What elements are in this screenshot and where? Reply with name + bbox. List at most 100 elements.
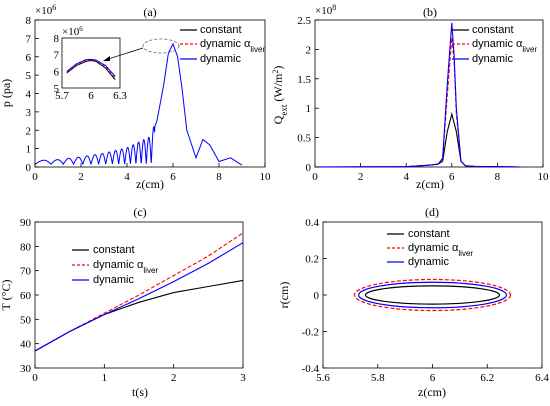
- x-tick-label: 5.8: [371, 372, 385, 384]
- panel-b: 0 2 4 6 8 10 0 0.5 1 1.5 2 2.5 ×108 (b) z(cm) Qext …: [271, 3, 550, 192]
- legend-d-dynamic-alpha: dynamic αliver: [408, 242, 473, 258]
- y-tick-label: 2.5: [297, 15, 311, 27]
- x-tick-label: 0: [32, 171, 38, 183]
- panel-a-legend: constant dynamic αliver dynamic: [180, 24, 265, 65]
- legend-c-constant: constant: [93, 244, 135, 256]
- y-tick-label: 1: [26, 144, 32, 156]
- y-tick-label: 40: [20, 339, 32, 351]
- legend-a-dynamic-alpha: dynamic αliver: [200, 38, 265, 54]
- x-tick-label: 3: [240, 372, 246, 384]
- panel-d-label: (d): [425, 205, 439, 219]
- y-tick-label: 70: [20, 266, 32, 278]
- y-tick-label: 2: [26, 125, 32, 137]
- y-tick-label: 80: [20, 241, 32, 253]
- panel-c-series-dynamic: [34, 242, 244, 352]
- y-tick-label: 1.5: [297, 74, 311, 86]
- panel-a-arrow-head: [103, 56, 110, 61]
- y-tick-label: 0.2: [305, 254, 319, 266]
- inset-x-tick-label: 6.3: [113, 90, 127, 102]
- y-tick-label: 5: [26, 70, 32, 82]
- panel-c-legend: constant dynamic αliver dynamic: [72, 244, 158, 286]
- x-tick-label: 10: [538, 171, 550, 183]
- panel-b-series-dynamic: [314, 22, 521, 168]
- panel-b-xlabel: z(cm): [416, 177, 444, 191]
- y-tick-label: 30: [20, 363, 32, 375]
- panel-c-series-constant: [34, 279, 244, 352]
- y-tick-label: 3: [26, 107, 32, 119]
- legend-b-dynamic: dynamic: [472, 53, 513, 65]
- panel-b-ylabel: Qext (W/m2): [271, 66, 290, 125]
- panel-a-ylabel: p (pa): [0, 79, 13, 107]
- y-tick-label: 7: [26, 33, 32, 45]
- x-tick-label: 6: [430, 372, 436, 384]
- panel-c-label: (c): [133, 205, 146, 219]
- panel-c-xlabel: t(s): [132, 385, 148, 399]
- legend-a-constant: constant: [200, 24, 242, 36]
- panel-a-inset-arrow: [104, 47, 144, 61]
- panel-c: 0 1 2 3 30 40 50 60 70 80 90 (c) t(s) T (°C) const…: [0, 205, 246, 399]
- legend-a-dynamic: dynamic: [200, 53, 241, 65]
- panel-c-axes-box: [34, 221, 244, 369]
- y-tick-label: 2: [306, 44, 312, 56]
- panel-d-legend: constant dynamic αliver dynamic: [387, 228, 473, 268]
- panel-a-series-dynamic: [34, 42, 243, 166]
- legend-d-constant: constant: [408, 228, 450, 240]
- y-tick-label: 8: [26, 15, 32, 27]
- y-tick-label: 50: [20, 314, 32, 326]
- panel-b-label: (b): [423, 5, 437, 19]
- inset-y-tick-label: 5: [54, 83, 60, 95]
- inset-x-tick-label: 5.7: [55, 90, 69, 102]
- panel-d-series-dynamic-liver: [353, 278, 512, 312]
- x-tick-label: 0: [32, 372, 38, 384]
- panel-d-xlabel: z(cm): [418, 385, 446, 399]
- y-tick-label: 60: [20, 290, 32, 302]
- y-tick-label: -0.4: [302, 363, 320, 375]
- inset-y-tick-label: 8: [54, 33, 60, 45]
- panel-b-y-exponent: ×108: [315, 3, 336, 18]
- x-tick-label: 6: [449, 171, 455, 183]
- legend-c-dynamic-alpha: dynamic αliver: [93, 259, 158, 275]
- inset-y-tick-label: 6: [54, 66, 60, 78]
- x-tick-label: 2: [78, 171, 84, 183]
- x-tick-label: 8: [495, 171, 501, 183]
- panel-a-inset-box: [61, 37, 121, 89]
- panel-c-ylabel: T (°C): [0, 280, 13, 311]
- y-tick-label: 4: [26, 89, 32, 101]
- panel-d-ylabel: r(cm): [277, 282, 291, 309]
- panel-d-series-dynamic: [357, 281, 508, 309]
- panel-a: 0 2 4 6 8 10 0 1 2 3 4 5 6 7 8 ×106 (a) z(cm) p (pa) 5…: [0, 3, 271, 192]
- x-tick-label: 8: [216, 171, 222, 183]
- y-tick-label: 0: [26, 162, 32, 174]
- panel-d: 5.6 5.8 6 6.2 6.4 -0.4 -0.2 0 0.2 0.4 (d) z(cm) r…: [277, 205, 549, 399]
- panel-b-axes-box: [314, 19, 544, 168]
- inset-y-tick-label: 7: [54, 50, 60, 62]
- y-tick-label: 0.5: [297, 133, 311, 145]
- panel-b-legend: constant dynamic αliver dynamic: [452, 24, 537, 65]
- panel-a-label: (a): [143, 5, 156, 19]
- x-tick-label: 10: [260, 171, 272, 183]
- y-tick-label: -0.2: [302, 327, 319, 339]
- panel-a-inset-exponent: ×106: [62, 25, 83, 38]
- x-tick-label: 4: [124, 171, 130, 183]
- panel-d-series-constant: [364, 285, 501, 305]
- panel-a-xlabel: z(cm): [136, 177, 164, 191]
- panel-a-inset-series-dynamic: [66, 58, 116, 77]
- legend-b-constant: constant: [472, 24, 514, 36]
- panel-a-peak-marker: [142, 38, 180, 54]
- x-tick-label: 2: [358, 171, 364, 183]
- y-tick-label: 6: [26, 52, 32, 64]
- x-tick-label: 2: [171, 372, 177, 384]
- y-tick-label: 0: [314, 290, 320, 302]
- legend-b-dynamic-alpha: dynamic αliver: [472, 38, 537, 54]
- x-tick-label: 1: [102, 372, 108, 384]
- x-tick-label: 6: [170, 171, 176, 183]
- inset-x-tick-label: 6: [88, 90, 94, 102]
- y-tick-label: 90: [20, 217, 32, 229]
- x-tick-label: 5.6: [316, 372, 330, 384]
- panel-b-series-constant: [314, 111, 521, 168]
- x-tick-label: 6.4: [535, 372, 549, 384]
- y-tick-label: 1: [306, 103, 312, 115]
- panel-a-inset-series-constant: [66, 59, 116, 80]
